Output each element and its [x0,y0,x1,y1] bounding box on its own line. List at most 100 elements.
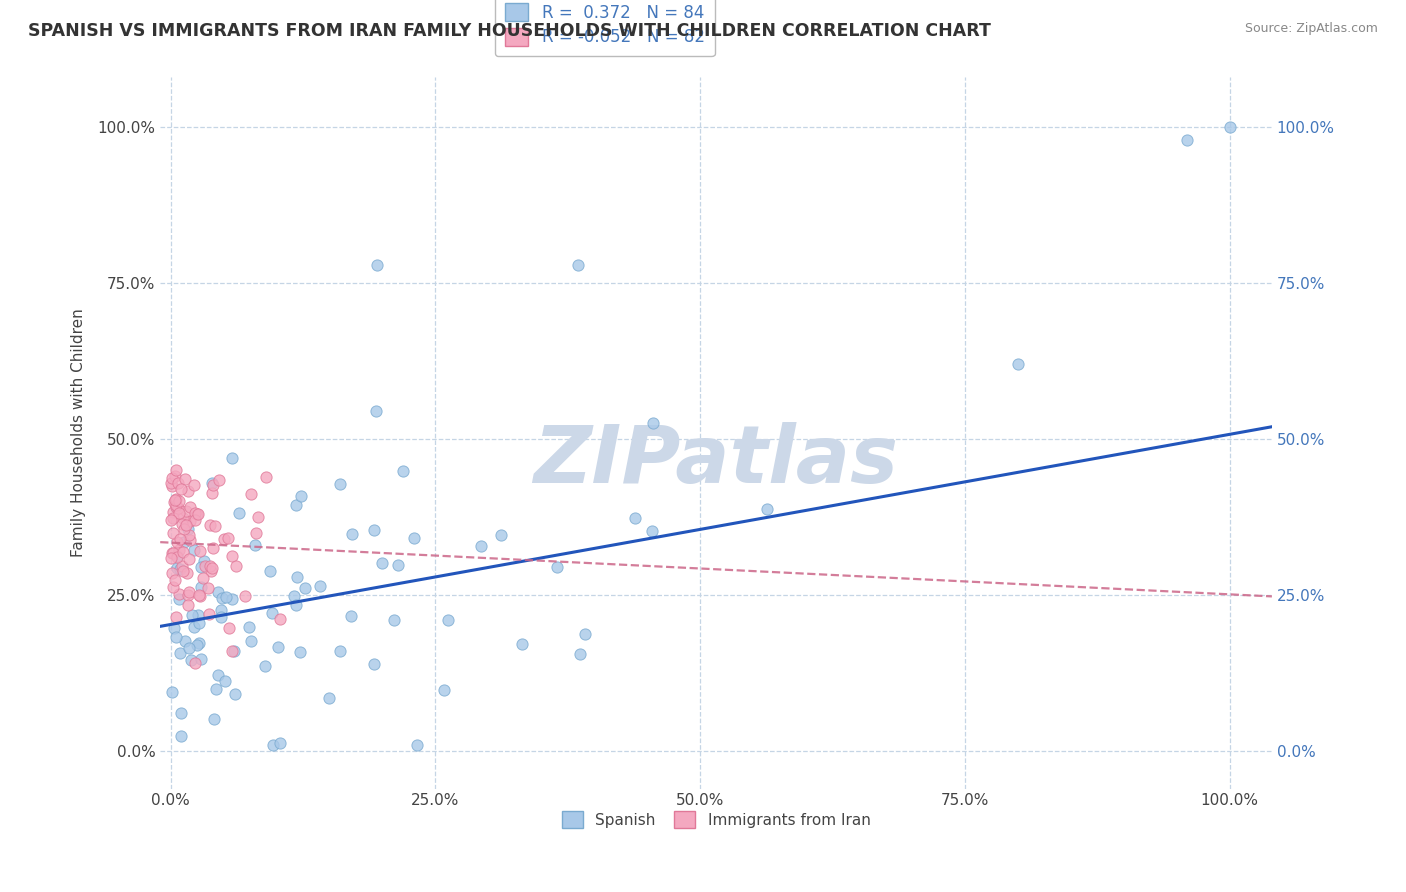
Point [167,587,190,601]
Point [1219,120,1241,135]
Point [174,518,197,533]
Point [165,492,187,507]
Point [160,685,183,699]
Point [269,736,291,750]
Point [166,549,188,563]
Point [172,544,194,558]
Point [162,546,184,560]
Point [267,640,290,654]
Point [405,738,427,752]
Point [172,564,194,578]
Point [569,647,592,661]
Point [166,475,188,490]
Point [329,477,352,491]
Point [198,518,221,533]
Point [174,633,197,648]
Point [402,532,425,546]
Point [166,561,188,575]
Point [186,507,208,521]
Point [259,564,281,578]
Point [169,646,191,660]
Point [574,627,596,641]
Point [169,561,191,575]
Point [193,554,215,568]
Point [200,558,222,573]
Point [183,478,205,492]
Point [167,543,190,558]
Point [167,507,190,521]
Point [212,532,235,546]
Point [162,505,184,519]
Point [183,506,205,520]
Point [176,566,198,581]
Point [163,492,186,507]
Point [329,643,352,657]
Point [160,513,183,527]
Point [180,608,202,623]
Point [162,525,184,540]
Point [170,729,193,743]
Point [176,515,198,529]
Point [188,589,211,603]
Point [470,539,492,553]
Point [221,450,243,465]
Point [177,484,200,499]
Point [188,544,211,558]
Point [363,657,385,672]
Point [640,524,662,539]
Text: ZIPatlas: ZIPatlas [533,423,898,500]
Point [167,493,190,508]
Point [339,608,361,623]
Point [177,598,200,612]
Point [285,598,308,612]
Point [207,668,229,682]
Point [165,630,187,644]
Point [201,476,224,491]
Point [201,486,224,500]
Point [205,681,228,696]
Point [221,591,243,606]
Point [174,472,197,486]
Point [221,644,243,658]
Point [207,584,229,599]
Point [190,651,212,665]
Point [222,643,245,657]
Point [177,522,200,536]
Point [166,535,188,549]
Point [179,585,201,599]
Point [436,614,458,628]
Point [201,560,224,574]
Point [245,526,267,541]
Point [1007,357,1029,371]
Point [170,516,193,531]
Point [179,551,201,566]
Point [363,523,385,537]
Text: SPANISH VS IMMIGRANTS FROM IRAN FAMILY HOUSEHOLDS WITH CHILDREN CORRELATION CHAR: SPANISH VS IMMIGRANTS FROM IRAN FAMILY H… [28,22,991,40]
Point [177,527,200,541]
Point [173,535,195,549]
Point [190,580,212,594]
Point [285,499,308,513]
Point [197,581,219,595]
Point [209,609,232,624]
Point [209,603,232,617]
Point [179,514,201,528]
Point [160,470,183,484]
Point [510,637,533,651]
Point [202,541,225,555]
Point [290,489,312,503]
Point [183,620,205,634]
Point [623,510,645,524]
Point [262,738,284,752]
Point [239,634,262,648]
Point [202,712,225,726]
Point [172,510,194,524]
Point [433,683,456,698]
Point [187,635,209,649]
Point [238,620,260,634]
Point [253,659,276,673]
Point [641,416,664,430]
Point [567,258,589,272]
Point [215,591,238,605]
Point [183,513,205,527]
